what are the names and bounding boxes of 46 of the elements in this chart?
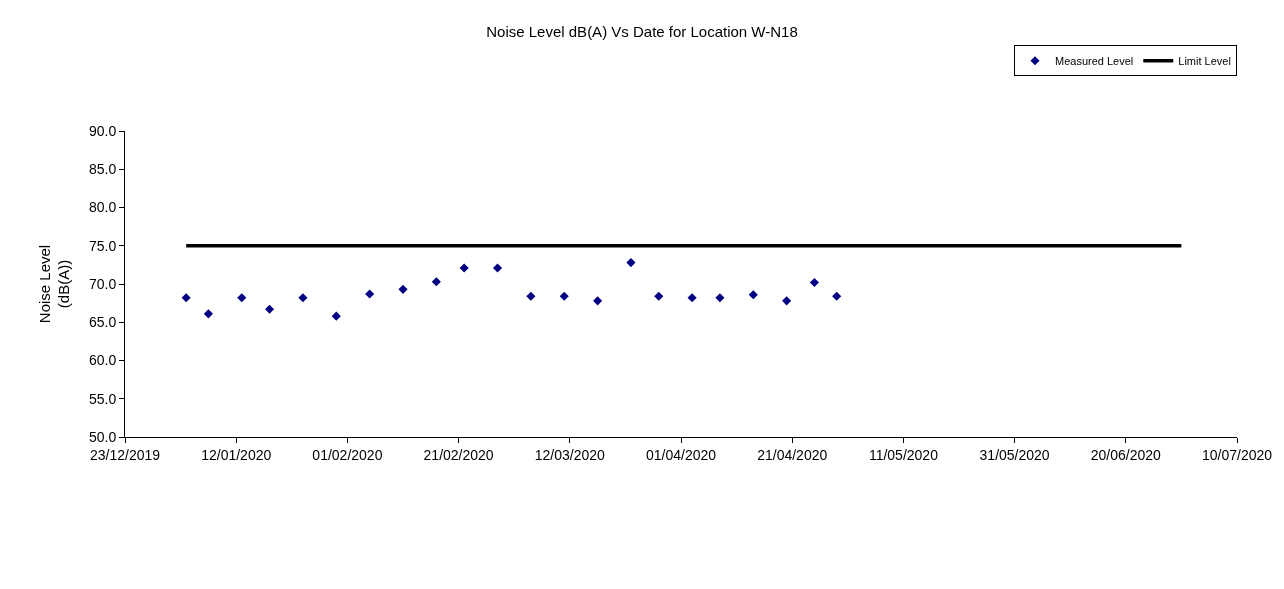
point [654, 291, 664, 301]
point [331, 311, 341, 321]
x-tick-label: 12/03/2020 [534, 446, 606, 463]
point [782, 296, 792, 306]
point [431, 277, 441, 287]
legend-label: Measured Level [1055, 55, 1134, 68]
point [832, 291, 842, 301]
point [715, 293, 725, 303]
point [181, 293, 191, 303]
x-tick-label: 12/01/2020 [201, 446, 272, 463]
x-tick-label: 11/05/2020 [868, 446, 939, 463]
x-tick-label: 20/06/2020 [1090, 446, 1162, 463]
point [398, 284, 408, 294]
chart-title: Noise Level dB(A) Vs Date for Location W-N18 [486, 23, 798, 40]
y-tick-label: 90.0 [88, 122, 117, 139]
y-tick-label: 50.0 [88, 428, 117, 445]
x-tick-label: 21/04/2020 [757, 446, 828, 463]
x-tick-label: 01/02/2020 [312, 446, 383, 463]
point [626, 258, 636, 268]
x-tick-label: 10/07/2020 [1201, 446, 1273, 463]
y-tick-label: 80.0 [88, 199, 117, 216]
point [459, 263, 469, 273]
point [365, 289, 375, 299]
y-tick-label: 85.0 [88, 161, 117, 178]
y-tick-label: 75.0 [88, 237, 117, 254]
point [265, 304, 275, 314]
y-axis-title: Noise Level (dB(A)) [35, 244, 73, 324]
x-tick-label: 21/02/2020 [423, 446, 494, 463]
y-tick-label: 55.0 [88, 390, 117, 407]
x-tick-label: 23/12/2019 [89, 446, 161, 463]
point [237, 293, 247, 303]
point [748, 290, 758, 300]
point [687, 293, 697, 303]
point [559, 291, 569, 301]
point [593, 296, 603, 306]
point [298, 293, 308, 303]
point [809, 277, 819, 288]
legend-label: Limit Level [1178, 55, 1231, 68]
x-tick-label: 01/04/2020 [645, 446, 717, 463]
y-tick-label: 60.0 [88, 352, 117, 369]
point [492, 263, 503, 273]
point [526, 291, 536, 301]
point [203, 309, 213, 319]
y-tick-label: 65.0 [88, 314, 117, 331]
y-tick-label: 70.0 [88, 275, 117, 292]
x-tick-label: 31/05/2020 [979, 446, 1050, 463]
